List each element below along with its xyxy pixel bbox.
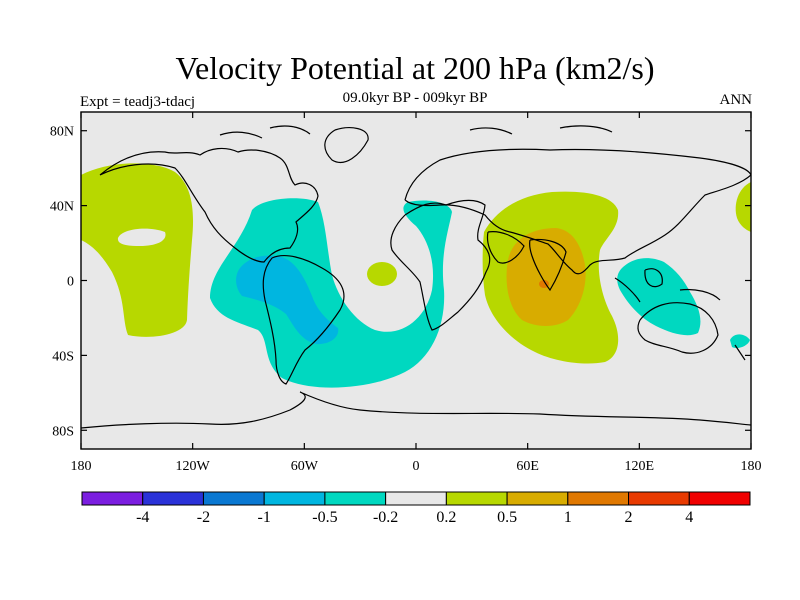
americas-negative-region <box>210 198 452 388</box>
coast-arabia <box>486 231 525 264</box>
atlantic-negative-blob <box>367 262 397 286</box>
colorbar: -4 -2 -1 -0.5 -0.2 0.2 0.5 1 2 4 <box>81 491 751 526</box>
experiment-label: Expt = teadj3-tdacj <box>80 94 196 110</box>
y-tick-label: 80N <box>50 125 74 140</box>
colorbar-swatch <box>142 491 204 506</box>
indian-positive-core <box>506 228 586 326</box>
colorbar-swatch <box>567 491 630 506</box>
coast-south-america <box>262 255 345 385</box>
x-tick-label: 120W <box>176 459 211 474</box>
coast-newzealand <box>734 344 746 361</box>
x-tick-label: 60W <box>291 459 319 474</box>
coast-australia <box>637 302 719 354</box>
season-label: ANN <box>719 92 753 108</box>
colorbar-label: -2 <box>197 509 210 526</box>
colorbar-swatch <box>688 491 751 506</box>
plot-subtitle: 09.0kyr BP - 009kyr BP <box>342 90 488 106</box>
east-edge-positive <box>735 182 751 232</box>
coast-india <box>529 238 567 292</box>
x-tick-label: 120E <box>625 459 655 474</box>
coast-borneo <box>644 268 663 288</box>
coastlines <box>81 125 751 429</box>
x-tick-label: 180 <box>741 459 762 474</box>
colorbar-swatch <box>628 491 690 506</box>
americas-negative-core <box>236 255 339 345</box>
colorbar-swatch <box>202 491 265 506</box>
colorbar-label: 0.5 <box>497 509 517 526</box>
colorbar-label: 2 <box>625 509 633 526</box>
y-tick-label: 0 <box>67 275 74 290</box>
coast-greenland <box>324 127 369 163</box>
australia-east-negative <box>730 334 750 349</box>
coast-antarctica <box>81 391 751 429</box>
colorbar-label: -0.5 <box>312 509 337 526</box>
coast-arctic-islands <box>219 125 613 139</box>
x-tick-label: 0 <box>413 459 420 474</box>
colorbar-label: -0.2 <box>373 509 398 526</box>
coast-sumatra <box>614 277 641 303</box>
colorbar-label: 4 <box>685 509 693 526</box>
x-tick-label: 180 <box>71 459 92 474</box>
pacific-positive-region <box>81 163 194 337</box>
colorbar-swatch <box>263 491 326 506</box>
pacific-zero-hole <box>117 228 166 246</box>
colorbar-swatch <box>385 491 447 506</box>
colorbar-swatch <box>324 491 387 506</box>
colorbar-label: 1 <box>564 509 572 526</box>
coast-newguinea <box>679 288 721 301</box>
coast-europe-africa <box>390 199 491 331</box>
colorbar-swatch <box>445 491 508 506</box>
maritime-negative-region <box>617 258 701 336</box>
coast-eurasia <box>404 148 751 275</box>
colorbar-swatch <box>81 491 144 506</box>
coast-north-america <box>99 147 319 263</box>
colorbar-label: 0.2 <box>436 509 456 526</box>
plot-title: Velocity Potential at 200 hPa (km2/s) <box>175 50 655 86</box>
x-tick-label: 60E <box>516 459 539 474</box>
y-tick-label: 40N <box>50 200 74 215</box>
colorbar-swatch <box>506 491 569 506</box>
axis-ticks: 180 120W 60W 0 60E 120E 180 80N 40N 0 40S 80S <box>50 112 762 474</box>
y-tick-label: 80S <box>52 424 74 439</box>
y-tick-label: 40S <box>52 349 74 364</box>
colorbar-label: -1 <box>258 509 271 526</box>
contour-fields <box>81 163 751 388</box>
colorbar-label: -4 <box>136 509 149 526</box>
